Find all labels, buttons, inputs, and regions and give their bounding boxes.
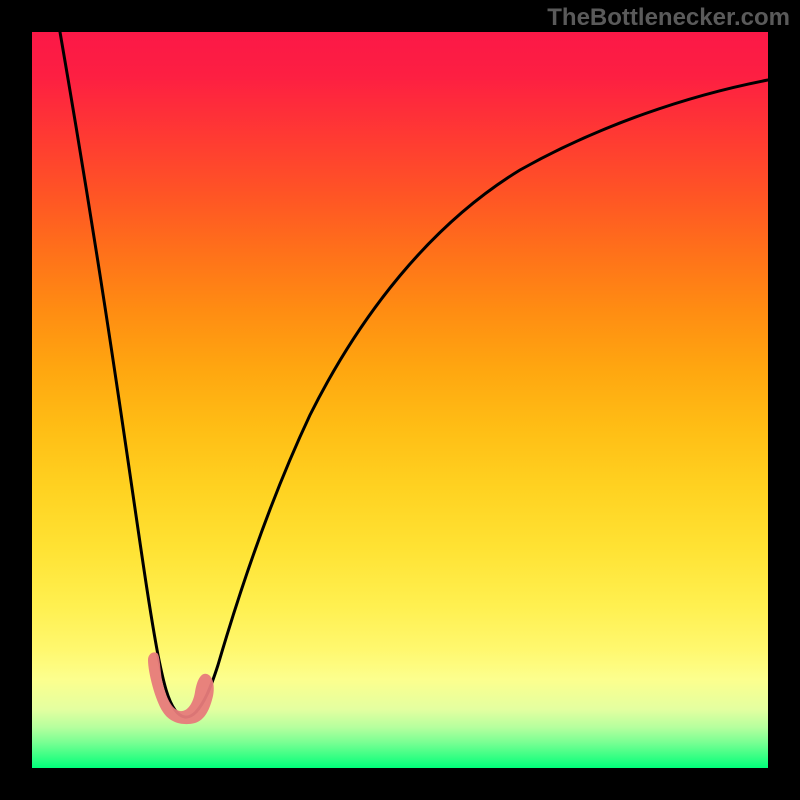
bottleneck-curve [60,32,768,717]
curve-layer [0,0,800,800]
watermark-text: TheBottlenecker.com [547,4,790,32]
chart-frame: TheBottlenecker.com [0,0,800,800]
optimal-range-marker [148,652,214,724]
